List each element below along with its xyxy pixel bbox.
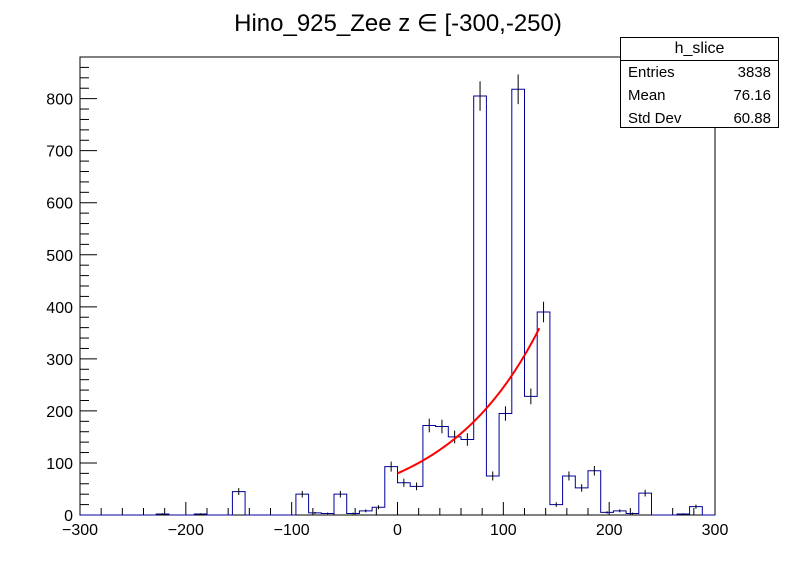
stats-value: 76.16 <box>733 87 771 104</box>
error-bars <box>162 74 697 515</box>
y-tick-label: 600 <box>46 196 73 213</box>
x-tick-label: −100 <box>274 522 310 539</box>
histogram-bin <box>486 476 499 515</box>
histogram-bin <box>423 425 436 515</box>
x-tick-label: 300 <box>702 522 729 539</box>
histogram-bin <box>232 492 245 515</box>
fit-line <box>397 327 541 475</box>
histogram-bin <box>385 467 398 515</box>
histogram-bin <box>448 437 461 515</box>
stats-value: 60.88 <box>733 110 771 127</box>
stats-label: Entries <box>628 64 675 81</box>
stats-row-entries: Entries 3838 <box>621 61 778 84</box>
histogram-bin <box>499 414 512 515</box>
y-tick-label: 200 <box>46 404 73 421</box>
y-tick-label: 0 <box>64 508 73 525</box>
histogram-step-line <box>80 88 715 516</box>
histogram-bin <box>398 483 411 515</box>
x-tick-label: 100 <box>490 522 517 539</box>
stats-title: h_slice <box>621 38 778 61</box>
histogram-bin <box>563 476 576 515</box>
histogram-bin <box>588 471 601 515</box>
histogram-bin <box>461 440 474 515</box>
stats-label: Mean <box>628 87 666 104</box>
y-tick-label: 700 <box>46 144 73 161</box>
y-tick-label: 300 <box>46 352 73 369</box>
histogram-bin <box>474 96 487 515</box>
stats-value: 3838 <box>737 64 771 81</box>
stats-box: h_slice Entries 3838 Mean 76.16 Std Dev … <box>620 37 779 128</box>
stats-row-mean: Mean 76.16 <box>621 84 778 107</box>
histogram-bin <box>575 488 588 515</box>
histogram-bin <box>512 89 525 515</box>
stats-label: Std Dev <box>628 110 682 127</box>
fit-curve <box>397 327 541 475</box>
histogram-bin <box>525 396 538 515</box>
histogram-bin <box>410 486 423 515</box>
y-tick-label: 100 <box>46 456 73 473</box>
x-tick-label: −200 <box>168 522 204 539</box>
x-tick-label: 200 <box>596 522 623 539</box>
histogram-bin <box>436 427 449 515</box>
x-tick-label: 0 <box>393 522 402 539</box>
histogram-bars <box>80 88 715 516</box>
x-tick-label: −300 <box>62 522 98 539</box>
y-tick-label: 500 <box>46 248 73 265</box>
x-axis: −300 −200 −100 0 100 200 300 <box>62 502 728 539</box>
y-axis: 0 100 200 300 400 500 600 700 800 <box>46 56 97 525</box>
histogram-bin <box>537 312 550 515</box>
y-tick-label: 400 <box>46 300 73 317</box>
y-tick-label: 800 <box>46 92 73 109</box>
stats-row-stddev: Std Dev 60.88 <box>621 107 778 130</box>
chart-title: Hino_925_Zee z ∈ [-300,-250) <box>234 10 562 37</box>
